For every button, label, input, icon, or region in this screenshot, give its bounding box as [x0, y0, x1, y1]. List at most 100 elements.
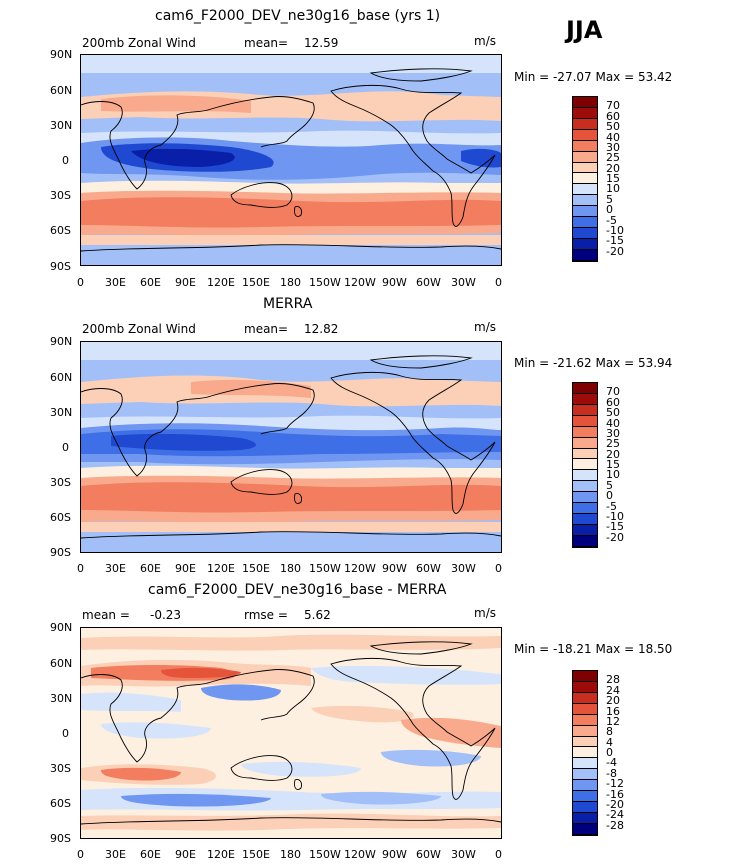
panel-3-rmse-label: rmse = [244, 608, 288, 622]
colorbar-tick-label: 20 [606, 694, 620, 708]
panel-2-lon-tick: 0 [77, 562, 84, 575]
colorbar-band [573, 162, 597, 174]
colorbar-tick-label: -8 [606, 766, 617, 780]
panel-3-rmse-value: 5.62 [304, 608, 331, 622]
panel-2-unit: m/s [474, 320, 496, 334]
colorbar-tick-label: -15 [606, 520, 624, 534]
panel-3-lon-tick: 180 [280, 848, 301, 861]
panel-2-variable-label: 200mb Zonal Wind [82, 322, 196, 336]
panel-2-lon-tick: 30E [105, 562, 126, 575]
colorbar-band [573, 791, 597, 803]
colorbar-tick-label: -20 [606, 797, 624, 811]
colorbar-band [573, 383, 597, 394]
colorbar-tick-label: -20 [606, 244, 624, 258]
colorbar-band [573, 802, 597, 813]
panel-2-lon-tick: 180 [280, 562, 301, 575]
panel-3-lon-tick: 120W [344, 848, 376, 861]
panel-1-colorbar [572, 96, 598, 262]
panel-1-lon-tick: 30E [105, 276, 126, 289]
colorbar-band [573, 404, 597, 416]
panel-2-lat-tick: 60S [50, 511, 71, 524]
colorbar-band [573, 118, 597, 130]
colorbar-tick-label: -5 [606, 499, 617, 513]
colorbar-band [573, 524, 597, 536]
panel-2-mean-value: 12.82 [304, 322, 339, 336]
panel-1-lon-tick: 150W [309, 276, 341, 289]
panel-1-map [80, 54, 502, 266]
colorbar-band [573, 151, 597, 163]
panel-1-lat-tick: 60S [50, 224, 71, 237]
panel-3-lon-tick: 0 [495, 848, 502, 861]
panel-1-lon-tick: 30W [451, 276, 476, 289]
panel-1-mean-value: 12.59 [304, 36, 339, 50]
panel-2-map [80, 341, 502, 553]
colorbar-band [573, 514, 597, 525]
colorbar-band [573, 714, 597, 726]
colorbar-tick-label: 60 [606, 109, 620, 123]
colorbar-tick-label: 28 [606, 673, 620, 687]
colorbar-band [573, 448, 597, 460]
panel-3-lon-tick: 60W [416, 848, 441, 861]
colorbar-tick-label: 25 [606, 437, 620, 451]
colorbar-tick-label: 40 [606, 416, 620, 430]
colorbar-band [573, 671, 597, 682]
colorbar-tick-label: -4 [606, 756, 617, 770]
colorbar-tick-label: -10 [606, 509, 624, 523]
colorbar-tick-label: 0 [606, 489, 613, 503]
panel-1-lat-tick: 30N [50, 119, 73, 132]
panel-1-unit: m/s [474, 34, 496, 48]
colorbar-tick-label: 30 [606, 426, 620, 440]
panel-2-lat-tick: 90N [50, 335, 73, 348]
panel-1-variable-label: 200mb Zonal Wind [82, 36, 196, 50]
colorbar-band [573, 217, 597, 229]
panel-3-title: cam6_F2000_DEV_ne30g16_base - MERRA [148, 582, 447, 598]
colorbar-tick-label: 24 [606, 683, 620, 697]
colorbar-band [573, 129, 597, 141]
colorbar-tick-label: -5 [606, 213, 617, 227]
panel-3-lat-tick: 60N [50, 657, 73, 670]
panel-1-stats: Min = -27.07 Max = 53.42 [514, 70, 673, 84]
panel-3-lon-tick: 150E [242, 848, 270, 861]
colorbar-band [573, 481, 597, 493]
panel-2-lat-tick: 30S [50, 476, 71, 489]
panel-3-lat-tick: 90N [50, 621, 73, 634]
colorbar-tick-label: 16 [606, 704, 620, 718]
panel-1-lon-tick: 90W [382, 276, 407, 289]
colorbar-tick-label: 15 [606, 458, 620, 471]
colorbar-band [573, 769, 597, 781]
panel-2-lon-tick: 90W [382, 562, 407, 575]
colorbar-tick-label: 8 [606, 725, 613, 739]
colorbar-band [573, 107, 597, 119]
panel-3-lat-tick: 0 [62, 727, 69, 740]
colorbar-band [573, 97, 597, 108]
panel-1-lat-tick: 30S [50, 189, 71, 202]
colorbar-band [573, 823, 597, 835]
panel-1-map-svg [81, 55, 501, 265]
panel-3-lat-tick: 90S [50, 832, 71, 845]
colorbar-band [573, 681, 597, 693]
panel-1-lat-tick: 90S [50, 260, 71, 273]
colorbar-band [573, 238, 597, 250]
colorbar-band [573, 535, 597, 547]
colorbar-band [573, 195, 597, 207]
colorbar-tick-label: 10 [606, 182, 620, 196]
season-label: JJA [566, 16, 603, 44]
colorbar-tick-label: 70 [606, 385, 620, 399]
colorbar-tick-label: 15 [606, 172, 620, 185]
panel-3-mean-value: -0.23 [150, 608, 182, 622]
panel-2-lon-tick: 120W [344, 562, 376, 575]
colorbar-tick-label: 50 [606, 406, 620, 420]
colorbar-band [573, 140, 597, 152]
panel-3-lon-tick: 60E [140, 848, 161, 861]
colorbar-tick-label: 60 [606, 395, 620, 409]
panel-1-lon-tick: 120E [207, 276, 235, 289]
panel-3-lon-tick: 30E [105, 848, 126, 861]
panel-2-mean-label: mean= [244, 322, 289, 336]
colorbar-tick-label: 30 [606, 140, 620, 154]
panel-1-lon-tick: 150E [242, 276, 270, 289]
colorbar-band [573, 758, 597, 770]
panel-2-lon-tick: 30W [451, 562, 476, 575]
panel-3-lat-tick: 30S [50, 762, 71, 775]
panel-1-lon-tick: 0 [495, 276, 502, 289]
colorbar-tick-label: 5 [606, 192, 613, 206]
